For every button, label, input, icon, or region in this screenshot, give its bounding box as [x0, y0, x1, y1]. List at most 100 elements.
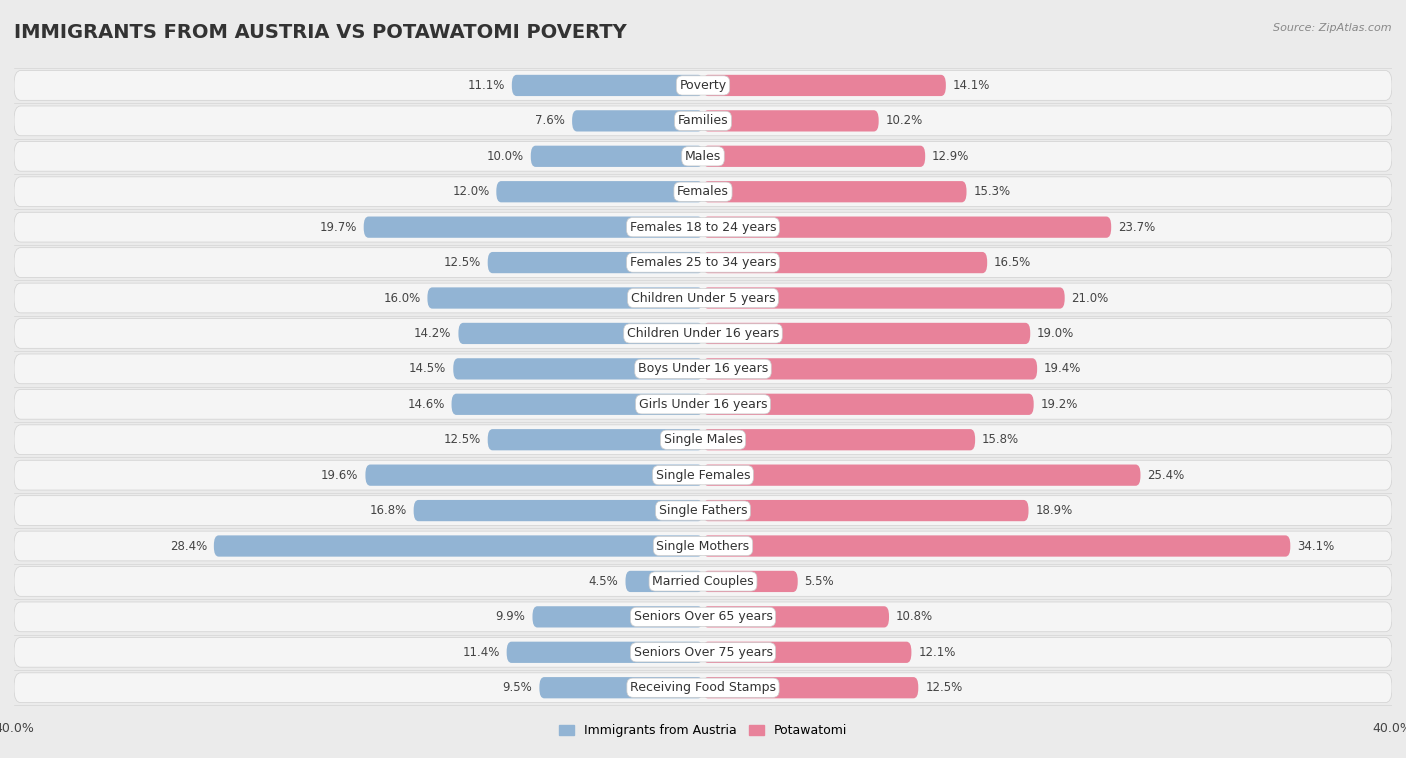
Text: 9.5%: 9.5%	[503, 681, 533, 694]
FancyBboxPatch shape	[451, 393, 703, 415]
FancyBboxPatch shape	[14, 496, 1392, 525]
Text: Girls Under 16 years: Girls Under 16 years	[638, 398, 768, 411]
FancyBboxPatch shape	[703, 465, 1140, 486]
FancyBboxPatch shape	[427, 287, 703, 309]
Text: 28.4%: 28.4%	[170, 540, 207, 553]
FancyBboxPatch shape	[703, 181, 966, 202]
FancyBboxPatch shape	[703, 217, 1111, 238]
FancyBboxPatch shape	[14, 424, 1392, 455]
Text: 11.4%: 11.4%	[463, 646, 499, 659]
Text: Females 18 to 24 years: Females 18 to 24 years	[630, 221, 776, 233]
FancyBboxPatch shape	[14, 531, 1392, 561]
Text: 19.0%: 19.0%	[1038, 327, 1074, 340]
Text: 4.5%: 4.5%	[589, 575, 619, 588]
FancyBboxPatch shape	[703, 429, 976, 450]
Text: Single Females: Single Females	[655, 468, 751, 481]
FancyBboxPatch shape	[703, 359, 1038, 380]
Text: 19.7%: 19.7%	[319, 221, 357, 233]
Text: Males: Males	[685, 150, 721, 163]
Text: Married Couples: Married Couples	[652, 575, 754, 588]
Text: Seniors Over 75 years: Seniors Over 75 years	[634, 646, 772, 659]
Text: Receiving Food Stamps: Receiving Food Stamps	[630, 681, 776, 694]
Text: 9.9%: 9.9%	[496, 610, 526, 623]
FancyBboxPatch shape	[14, 142, 1392, 171]
Text: Females 25 to 34 years: Females 25 to 34 years	[630, 256, 776, 269]
FancyBboxPatch shape	[626, 571, 703, 592]
Text: Single Mothers: Single Mothers	[657, 540, 749, 553]
Text: 14.6%: 14.6%	[408, 398, 444, 411]
FancyBboxPatch shape	[703, 110, 879, 131]
FancyBboxPatch shape	[14, 390, 1392, 419]
Text: 16.5%: 16.5%	[994, 256, 1032, 269]
FancyBboxPatch shape	[14, 177, 1392, 207]
Text: Families: Families	[678, 114, 728, 127]
Text: 11.1%: 11.1%	[468, 79, 505, 92]
Text: 14.1%: 14.1%	[953, 79, 990, 92]
Text: 10.2%: 10.2%	[886, 114, 922, 127]
FancyBboxPatch shape	[14, 602, 1392, 631]
FancyBboxPatch shape	[703, 642, 911, 663]
Text: 10.8%: 10.8%	[896, 610, 934, 623]
FancyBboxPatch shape	[703, 323, 1031, 344]
FancyBboxPatch shape	[488, 252, 703, 273]
FancyBboxPatch shape	[703, 393, 1033, 415]
Text: 34.1%: 34.1%	[1298, 540, 1334, 553]
Text: 15.3%: 15.3%	[973, 185, 1011, 199]
Text: 10.0%: 10.0%	[486, 150, 524, 163]
Text: 23.7%: 23.7%	[1118, 221, 1156, 233]
FancyBboxPatch shape	[496, 181, 703, 202]
FancyBboxPatch shape	[703, 606, 889, 628]
FancyBboxPatch shape	[506, 642, 703, 663]
FancyBboxPatch shape	[413, 500, 703, 522]
Text: 15.8%: 15.8%	[981, 434, 1019, 446]
Text: Poverty: Poverty	[679, 79, 727, 92]
Text: 19.6%: 19.6%	[321, 468, 359, 481]
Text: Single Fathers: Single Fathers	[659, 504, 747, 517]
Text: 12.9%: 12.9%	[932, 150, 970, 163]
Text: 19.4%: 19.4%	[1045, 362, 1081, 375]
FancyBboxPatch shape	[214, 535, 703, 556]
FancyBboxPatch shape	[703, 75, 946, 96]
FancyBboxPatch shape	[512, 75, 703, 96]
FancyBboxPatch shape	[488, 429, 703, 450]
Text: 12.0%: 12.0%	[453, 185, 489, 199]
Text: 21.0%: 21.0%	[1071, 292, 1109, 305]
FancyBboxPatch shape	[14, 354, 1392, 384]
Text: 7.6%: 7.6%	[536, 114, 565, 127]
Text: Seniors Over 65 years: Seniors Over 65 years	[634, 610, 772, 623]
Text: 19.2%: 19.2%	[1040, 398, 1078, 411]
FancyBboxPatch shape	[540, 677, 703, 698]
FancyBboxPatch shape	[14, 106, 1392, 136]
Text: Single Males: Single Males	[664, 434, 742, 446]
FancyBboxPatch shape	[703, 287, 1064, 309]
FancyBboxPatch shape	[453, 359, 703, 380]
Text: Children Under 5 years: Children Under 5 years	[631, 292, 775, 305]
FancyBboxPatch shape	[703, 535, 1291, 556]
FancyBboxPatch shape	[14, 70, 1392, 100]
FancyBboxPatch shape	[703, 571, 797, 592]
Text: IMMIGRANTS FROM AUSTRIA VS POTAWATOMI POVERTY: IMMIGRANTS FROM AUSTRIA VS POTAWATOMI PO…	[14, 23, 627, 42]
FancyBboxPatch shape	[14, 673, 1392, 703]
Legend: Immigrants from Austria, Potawatomi: Immigrants from Austria, Potawatomi	[554, 719, 852, 742]
Text: 16.8%: 16.8%	[370, 504, 406, 517]
FancyBboxPatch shape	[14, 318, 1392, 349]
FancyBboxPatch shape	[533, 606, 703, 628]
FancyBboxPatch shape	[14, 637, 1392, 667]
FancyBboxPatch shape	[572, 110, 703, 131]
FancyBboxPatch shape	[703, 252, 987, 273]
Text: 12.5%: 12.5%	[443, 256, 481, 269]
FancyBboxPatch shape	[14, 460, 1392, 490]
FancyBboxPatch shape	[531, 146, 703, 167]
Text: 12.5%: 12.5%	[925, 681, 963, 694]
FancyBboxPatch shape	[14, 248, 1392, 277]
FancyBboxPatch shape	[14, 283, 1392, 313]
Text: 14.2%: 14.2%	[415, 327, 451, 340]
Text: Boys Under 16 years: Boys Under 16 years	[638, 362, 768, 375]
Text: 14.5%: 14.5%	[409, 362, 446, 375]
Text: 18.9%: 18.9%	[1035, 504, 1073, 517]
FancyBboxPatch shape	[458, 323, 703, 344]
Text: 12.5%: 12.5%	[443, 434, 481, 446]
FancyBboxPatch shape	[703, 677, 918, 698]
FancyBboxPatch shape	[14, 566, 1392, 597]
FancyBboxPatch shape	[14, 212, 1392, 242]
